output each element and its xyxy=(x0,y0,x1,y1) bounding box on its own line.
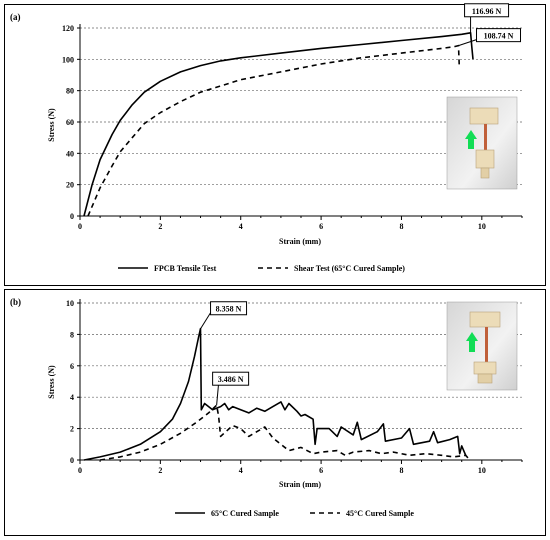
series-line-1 xyxy=(83,327,467,461)
x-tick-label: 10 xyxy=(478,466,486,475)
annotation-label: 116.96 N xyxy=(472,7,502,16)
panel-a-plot: 0 20 40 60 80 100 120 0 2 4 6 8 10 116.96 N 108.74 N xyxy=(62,3,523,231)
inset-b-bottom-block xyxy=(473,361,497,375)
inset-b-bottom-base xyxy=(477,373,493,384)
x-tick-label: 2 xyxy=(158,222,162,231)
annotation-leader xyxy=(458,39,477,47)
series-line-1 xyxy=(83,31,474,217)
x-tick-label: 8 xyxy=(399,466,403,475)
x-tick-label: 4 xyxy=(239,222,243,231)
x-tick-label: 0 xyxy=(78,222,82,231)
inset-a-bottom-stem xyxy=(480,167,490,179)
y-tick-label: 0 xyxy=(70,212,74,221)
inset-illustration-a xyxy=(446,96,518,190)
panel-a-xlabel: Strain (mm) xyxy=(279,237,321,246)
x-tick-label: 6 xyxy=(319,222,323,231)
annotation-leader xyxy=(216,383,220,406)
x-tick-label: 0 xyxy=(78,466,82,475)
annotation-label: 108.74 N xyxy=(484,32,514,41)
panel-b-ylabel: Stress (N) xyxy=(47,365,56,399)
y-tick-label: 100 xyxy=(62,55,74,64)
legend-a: FPCB Tensile Test Shear Test (65°C Cured… xyxy=(118,264,405,273)
y-tick-label: 10 xyxy=(66,299,74,308)
series-line-2 xyxy=(99,404,471,461)
inset-a-top-block xyxy=(469,107,499,125)
annotation-box xyxy=(210,301,248,316)
x-tick-label: 10 xyxy=(478,222,486,231)
y-tick-label: 80 xyxy=(66,87,74,96)
y-tick-label: 2 xyxy=(70,425,74,434)
y-tick-label: 40 xyxy=(66,149,74,158)
legend-a-label-1: FPCB Tensile Test xyxy=(154,264,217,273)
inset-b-top-block xyxy=(469,311,501,328)
panel-b-plot: 0 2 4 6 8 10 0 2 4 6 8 10 8.358 N 3.486 N xyxy=(66,299,523,475)
x-tick-label: 4 xyxy=(239,466,243,475)
legend-b: 65°C Cured Sample 45°C Cured Sample xyxy=(175,509,414,518)
panel-a-label: (a) xyxy=(10,12,21,22)
annotation-box xyxy=(212,371,250,386)
up-arrow-icon xyxy=(465,130,477,149)
up-arrow-icon xyxy=(466,332,478,352)
y-tick-label: 60 xyxy=(66,118,74,127)
x-tick-label: 2 xyxy=(158,466,162,475)
y-tick-label: 8 xyxy=(70,330,74,339)
annotation-leader xyxy=(200,312,211,330)
panel-b-xlabel: Strain (mm) xyxy=(279,480,321,489)
inset-a-strip xyxy=(484,124,487,154)
annotation-box xyxy=(464,3,510,18)
annotation-label: 3.486 N xyxy=(218,375,244,384)
y-tick-label: 20 xyxy=(66,181,74,190)
panel-b-label: (b) xyxy=(10,297,21,307)
x-tick-label: 6 xyxy=(319,466,323,475)
annotation-label: 8.358 N xyxy=(216,305,242,314)
legend-b-label-2: 45°C Cured Sample xyxy=(346,509,414,518)
y-tick-label: 0 xyxy=(70,456,74,465)
inset-b-strip xyxy=(485,327,488,363)
y-tick-label: 4 xyxy=(70,393,74,402)
inset-a-bottom-block xyxy=(475,149,495,169)
y-tick-label: 120 xyxy=(62,24,74,33)
annotation-box xyxy=(476,28,522,43)
panel-a-ylabel: Stress (N) xyxy=(47,108,56,142)
x-tick-label: 8 xyxy=(399,222,403,231)
inset-illustration-b xyxy=(446,301,518,391)
legend-b-label-1: 65°C Cured Sample xyxy=(211,509,279,518)
legend-a-label-2: Shear Test (65°C Cured Sample) xyxy=(294,264,405,273)
y-tick-label: 6 xyxy=(70,362,74,371)
